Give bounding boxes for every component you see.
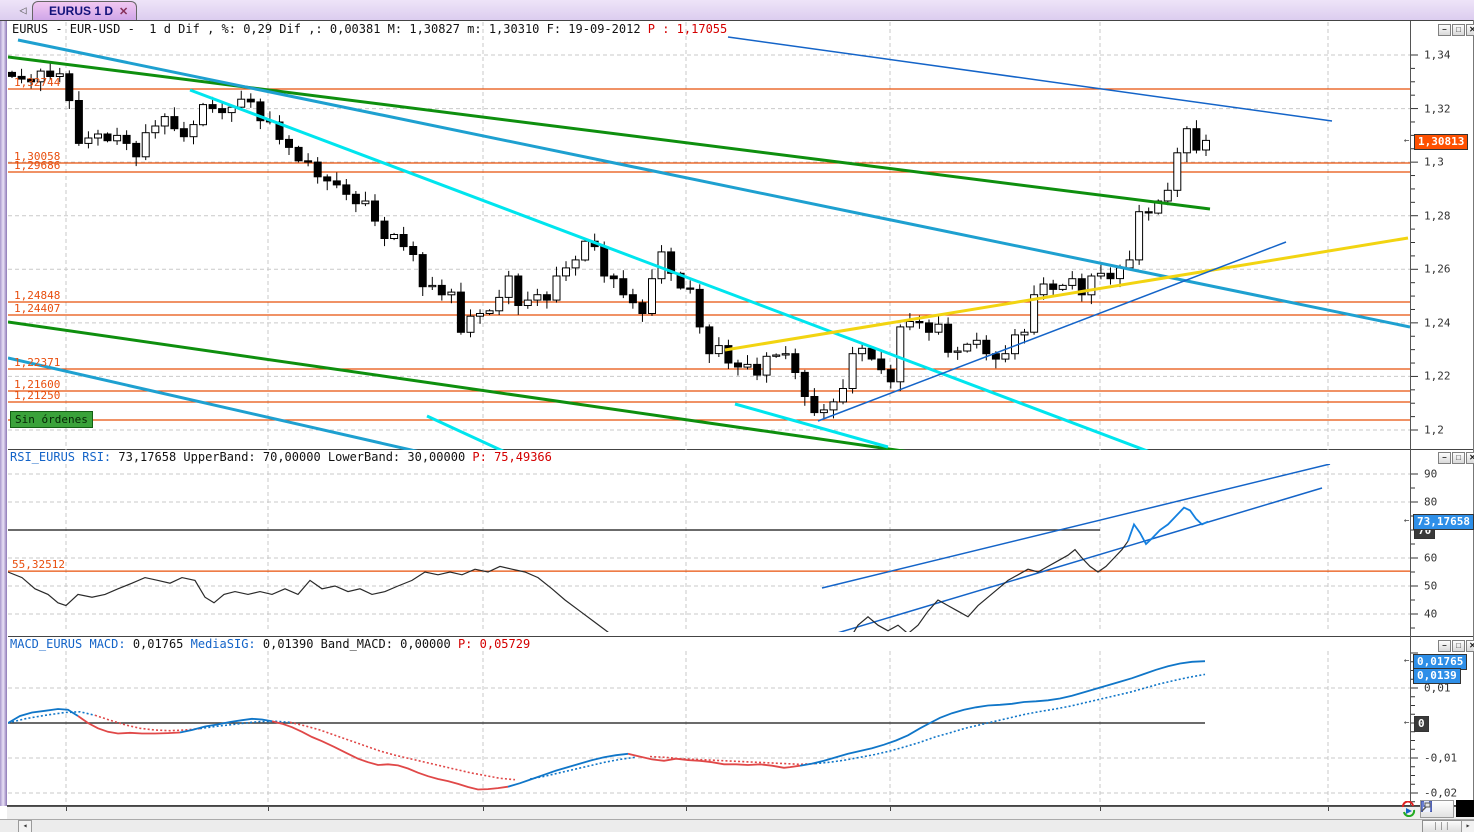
price-panel-window-controls[interactable]: – □ ✕ <box>1438 24 1474 36</box>
minimize-icon[interactable]: – <box>1438 452 1451 464</box>
macd-zero-marker: 0 <box>1414 716 1429 732</box>
rsi-axis-label-4: 40 <box>1424 607 1438 621</box>
price-axis-label-5: 1,24 <box>1424 316 1451 330</box>
last-price-highlight: 1,30813 <box>1414 134 1469 150</box>
maximize-icon[interactable]: □ <box>1452 24 1465 36</box>
macd-pointer-arrow-icon: ← <box>1404 656 1410 666</box>
macd-signal-highlight: 0,0139 <box>1413 668 1461 684</box>
close-icon[interactable]: ✕ <box>1466 452 1474 464</box>
rsi-axis-label-3: 50 <box>1424 579 1438 593</box>
rsi-panel-header: RSI_EURUS RSI: 73,17658 UpperBand: 70,00… <box>10 451 552 464</box>
price-pointer-arrow-icon: ← <box>1404 136 1410 146</box>
window-left-edge <box>0 20 7 806</box>
rsi-axis-label-2: 60 <box>1424 551 1438 565</box>
price-level-label-3: 1,24848 <box>14 289 61 302</box>
trendline-cyan-short-c <box>734 402 889 449</box>
price-panel-header: EURUS - EUR-USD - 1 d Dif , %: 0,29 Dif … <box>12 23 727 36</box>
month-tick <box>1328 807 1329 811</box>
trendline-steelblue-upper <box>17 38 1410 329</box>
rsi-channel-upper <box>821 464 1331 589</box>
price-axis-label-7: 1,2 <box>1424 423 1444 437</box>
macd-plot-layer <box>8 660 1206 791</box>
pin-icon <box>1421 802 1431 812</box>
rsi-panel-window-controls[interactable]: – □ ✕ <box>1438 452 1474 464</box>
rsi-axis-label-0: 90 <box>1424 467 1438 481</box>
maximize-icon[interactable]: □ <box>1452 452 1465 464</box>
month-tick <box>268 807 269 811</box>
price-header-part-1: P : 1,17055 <box>647 22 728 36</box>
price-axis-label-2: 1,3 <box>1424 155 1444 169</box>
trendline-thin-blue-ascending <box>817 241 1287 422</box>
price-plot-layer <box>8 36 1410 450</box>
save-button[interactable] <box>1420 800 1454 818</box>
rsi-header-part-0: RSI_EURUS RSI: <box>10 450 112 464</box>
macd-panel-header: MACD_EURUS MACD: 0,01765 MediaSIG: 0,013… <box>10 638 530 651</box>
price-axis-label-6: 1,22 <box>1424 369 1451 383</box>
rsi-plot-layer <box>8 464 1410 632</box>
rsi-axis-label-1: 80 <box>1424 495 1438 509</box>
close-icon[interactable]: ✕ <box>1466 24 1474 36</box>
macd-zero-arrow-icon: ← <box>1404 718 1410 728</box>
month-tick <box>483 807 484 811</box>
macd-axis-label-2: -0,02 <box>1424 786 1458 800</box>
macd-header-part-2: MediaSIG: <box>190 637 256 651</box>
rsi-value-highlight: 73,17658 <box>1413 514 1474 530</box>
macd-header-part-1: 0,01765 <box>125 637 191 651</box>
macd-header-part-0: MACD_EURUS MACD: <box>10 637 126 651</box>
tab-nav-back-icon[interactable]: ◁ <box>19 3 27 17</box>
macd-panel-window-controls[interactable]: – □ ✕ <box>1438 640 1474 652</box>
minimize-icon[interactable]: – <box>1438 640 1451 652</box>
price-axis-label-4: 1,26 <box>1424 262 1451 276</box>
trendline-cyan-short-b <box>426 414 505 450</box>
macd-axis-label-1: -0,01 <box>1424 751 1458 765</box>
close-icon[interactable]: ✕ <box>1466 640 1474 652</box>
tab-eurus-1d[interactable]: EURUS 1 D ✕ <box>32 1 138 20</box>
trendline-cyan-main <box>189 88 1149 450</box>
trendline-yellow-rising <box>724 236 1409 352</box>
rsi-header-part-1: 73,17658 UpperBand: 70,00000 LowerBand: … <box>111 450 473 464</box>
macd-header-part-3: 0,01390 Band_MACD: 0,00000 <box>255 637 458 651</box>
minimize-icon[interactable]: – <box>1438 24 1451 36</box>
scroll-right-button[interactable]: ▸ <box>1461 820 1474 832</box>
refresh-chart-icon[interactable] <box>1400 801 1417 817</box>
price-level-label-4: 1,24407 <box>14 302 61 315</box>
price-header-part-0: EURUS - EUR-USD - 1 d Dif , %: 0,29 Dif … <box>12 22 648 36</box>
maximize-icon[interactable]: □ <box>1452 640 1465 652</box>
month-tick <box>686 807 687 811</box>
price-level-label-0: 1,32744 <box>14 76 61 89</box>
price-level-label-5: 1,22371 <box>14 356 61 369</box>
status-black-box <box>1456 800 1474 817</box>
month-tick <box>66 807 67 811</box>
month-tick <box>1100 807 1101 811</box>
price-axis-label-3: 1,28 <box>1424 209 1451 223</box>
price-level-label-7: 1,21250 <box>14 389 61 402</box>
scroll-left-button[interactable]: ◂ <box>18 820 32 832</box>
tab-label: EURUS 1 D <box>49 4 114 18</box>
macd-axis-label-0: 0,01 <box>1424 681 1451 695</box>
scroll-thumb[interactable]: ||| <box>1422 820 1462 832</box>
trendline-green-lower <box>8 320 907 450</box>
price-axis-label-1: 1,32 <box>1424 102 1451 116</box>
trendline-green-upper <box>8 55 1211 211</box>
rsi-header-part-2: P: 75,49366 <box>472 450 552 464</box>
rsi-channel-lower <box>838 487 1323 632</box>
trendline-steelblue-lower <box>8 356 418 450</box>
price-axis-label-0: 1,34 <box>1424 48 1451 62</box>
macd-header-part-4: P: 0,05729 <box>457 637 531 651</box>
rsi-pointer-arrow-icon: ← <box>1404 516 1410 526</box>
tab-close-icon[interactable]: ✕ <box>119 5 129 18</box>
horizontal-scrollbar[interactable] <box>0 819 1474 832</box>
price-level-label-6: 1,21600 <box>14 378 61 391</box>
trendline-thin-blue-descending <box>727 36 1333 122</box>
month-tick <box>890 807 891 811</box>
no-orders-badge: Sin órdenes <box>10 411 93 428</box>
time-axis-bar <box>7 806 1474 819</box>
price-level-label-1: 1,30058 <box>14 150 61 163</box>
price-level-label-2: 1,29686 <box>14 159 61 172</box>
rsi-p-level-label: 55,32512 <box>12 558 65 572</box>
